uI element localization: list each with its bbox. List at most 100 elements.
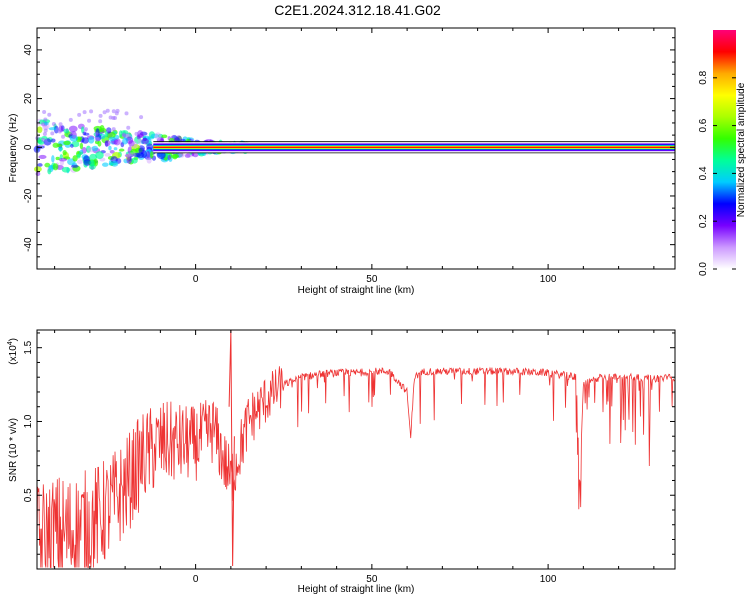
spectrogram-blob bbox=[172, 154, 178, 160]
spectrogram-dot bbox=[102, 110, 107, 115]
spectrogram-blob bbox=[104, 140, 109, 147]
spectrogram-blob bbox=[35, 171, 41, 177]
spectrogram-dot bbox=[124, 111, 129, 116]
colorbar-ticks: 0.0 0.2 0.4 0.6 0.8 bbox=[698, 70, 736, 276]
spectrogram-y-tick-label: 20 bbox=[23, 93, 34, 105]
spectrogram-dot bbox=[43, 128, 48, 133]
spectrogram-blob bbox=[141, 138, 149, 145]
spectrogram-blob bbox=[137, 138, 142, 145]
spectrogram-dot bbox=[42, 131, 47, 136]
spectrogram-frame bbox=[36, 27, 676, 270]
spectrogram-blob bbox=[88, 136, 95, 144]
spectrogram-blob bbox=[104, 131, 109, 138]
spectrogram-blob bbox=[81, 137, 90, 144]
snr-y-multiplier: (x104) bbox=[7, 338, 19, 365]
spectrogram-dot bbox=[47, 112, 52, 117]
spectrogram-dot bbox=[42, 109, 47, 114]
spectrogram-blob bbox=[77, 159, 83, 165]
spectrogram-blob bbox=[130, 157, 138, 164]
spectrogram-blob bbox=[113, 138, 121, 146]
colorbar-tick-label: 0.0 bbox=[698, 262, 709, 276]
colorbar-tick-label: 0.6 bbox=[698, 118, 709, 132]
spectrogram-blob bbox=[137, 130, 144, 138]
spectrogram-dot bbox=[69, 130, 74, 135]
spectrogram-x-label: Height of straight line (km) bbox=[298, 285, 415, 296]
spectrogram-blob bbox=[184, 153, 191, 158]
spectrogram-blob bbox=[149, 151, 154, 159]
spectrogram-blob bbox=[108, 145, 112, 151]
spectrogram-blob bbox=[58, 145, 63, 152]
spectrogram-blob bbox=[63, 140, 71, 146]
spectrogram-panel: 0 50 100 -40 -20 0 20 40 Height of straight li… bbox=[8, 27, 676, 296]
spectrogram-blob bbox=[52, 163, 59, 171]
snr-y-tick-label: 1.5 bbox=[23, 340, 34, 354]
spectrogram-blob bbox=[86, 145, 91, 153]
snr-frame bbox=[36, 329, 676, 570]
spectrogram-blob bbox=[139, 131, 148, 136]
spectrogram-blob bbox=[56, 143, 63, 148]
spectrogram-blob bbox=[131, 140, 138, 149]
spectrogram-blob bbox=[62, 150, 67, 156]
spectrogram-blob bbox=[48, 127, 57, 131]
snr-x-tick-label: 100 bbox=[540, 574, 557, 585]
spectrogram-blob bbox=[68, 125, 78, 133]
colorbar-tick-label: 0.8 bbox=[698, 70, 709, 84]
spectrogram-dot bbox=[58, 122, 63, 127]
spectrogram-blob bbox=[58, 158, 68, 162]
spectrogram-dot bbox=[41, 137, 46, 142]
spectrogram-blob bbox=[72, 155, 78, 162]
spectrogram-dot bbox=[77, 112, 82, 117]
spectrogram-dot bbox=[89, 109, 94, 114]
spectrogram-blob bbox=[163, 153, 172, 158]
spectrogram-blob bbox=[51, 155, 55, 163]
colorbar-tick-label: 0.2 bbox=[698, 214, 709, 228]
spectrogram-blob bbox=[109, 149, 115, 154]
spectrogram-blob bbox=[126, 156, 132, 164]
snr-spike bbox=[228, 329, 235, 567]
spectrogram-blob bbox=[89, 159, 95, 167]
snr-plot-area bbox=[37, 330, 675, 569]
spectrogram-blob bbox=[55, 156, 60, 161]
spectrogram-blob bbox=[59, 159, 65, 166]
spectrogram-dot bbox=[111, 109, 116, 114]
spectrogram-blob bbox=[146, 151, 150, 159]
spectrogram-dot bbox=[134, 131, 139, 136]
spectrogram-dot bbox=[98, 119, 103, 124]
spectrogram-blob bbox=[59, 154, 63, 160]
spectrogram-ridge-band bbox=[153, 146, 675, 148]
spectrogram-blob bbox=[124, 153, 134, 158]
spectrogram-blob bbox=[79, 142, 84, 150]
spectrogram-x-tick-label: 0 bbox=[193, 274, 199, 285]
spectrogram-blob bbox=[154, 132, 162, 140]
colorbar-tick-label: 0.4 bbox=[698, 166, 709, 180]
spectrogram-y-tick-label: 40 bbox=[23, 44, 34, 56]
spectrogram-blob bbox=[118, 130, 123, 138]
chart-title: C2E1.2024.312.18.41.G02 bbox=[274, 2, 441, 18]
spectrogram-blob bbox=[104, 152, 111, 157]
snr-y-tick-label: 0.5 bbox=[23, 488, 34, 502]
spectrogram-blob bbox=[178, 152, 185, 158]
spectrogram-blob bbox=[63, 156, 71, 160]
spectrogram-y-tick-label: -20 bbox=[23, 188, 34, 203]
spectrogram-blob bbox=[141, 150, 148, 159]
spectrogram-blob bbox=[82, 131, 87, 136]
spectrogram-marks bbox=[33, 108, 675, 177]
colorbar-label: Normalized spectral amplitude bbox=[736, 82, 747, 217]
spectrogram-blob bbox=[50, 138, 56, 143]
spectrogram-dot bbox=[95, 137, 100, 142]
spectrogram-blob bbox=[156, 151, 166, 159]
spectrogram-blob bbox=[113, 147, 118, 151]
spectrogram-blob bbox=[134, 136, 142, 144]
spectrogram-blob bbox=[118, 148, 125, 152]
spectrogram-blob bbox=[128, 152, 136, 157]
spectrogram-y-tick-label: 0 bbox=[23, 144, 34, 150]
spectrogram-dot bbox=[122, 133, 127, 138]
spectrogram-blob bbox=[38, 154, 47, 160]
spectrogram-dot bbox=[105, 108, 110, 113]
spectrogram-dot bbox=[126, 125, 131, 130]
spectrogram-dot bbox=[82, 110, 87, 115]
snr-y-ticks: 0.5 1.0 1.5 bbox=[23, 332, 675, 555]
spectrogram-blob bbox=[37, 163, 43, 167]
snr-x-tick-label: 0 bbox=[193, 574, 199, 585]
snr-y-label: SNR (10 * v/v) bbox=[8, 418, 19, 482]
